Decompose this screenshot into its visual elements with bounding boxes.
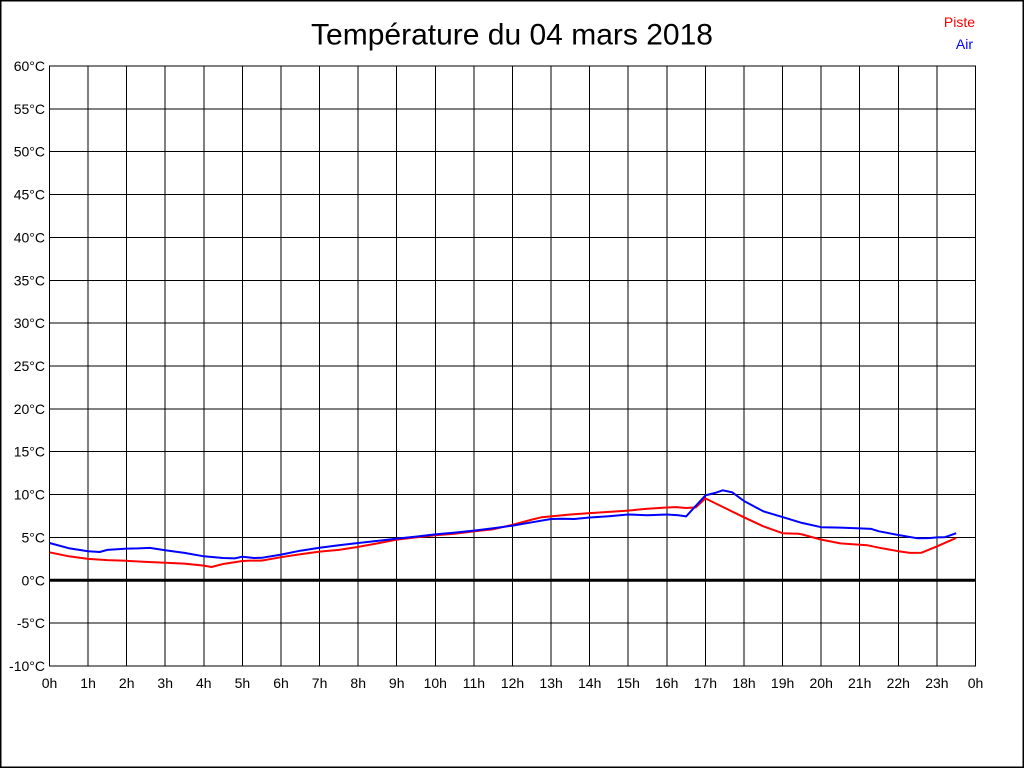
svg-text:0°C: 0°C <box>22 572 46 588</box>
svg-text:50°C: 50°C <box>14 144 45 160</box>
svg-text:13h: 13h <box>539 675 562 691</box>
svg-text:10h: 10h <box>424 675 447 691</box>
svg-text:2h: 2h <box>119 675 135 691</box>
svg-text:9h: 9h <box>389 675 405 691</box>
svg-text:4h: 4h <box>196 675 212 691</box>
svg-text:0h: 0h <box>968 675 984 691</box>
svg-text:15h: 15h <box>617 675 640 691</box>
svg-text:35°C: 35°C <box>14 272 45 288</box>
svg-text:3h: 3h <box>157 675 173 691</box>
svg-text:-5°C: -5°C <box>17 615 45 631</box>
svg-text:5°C: 5°C <box>22 529 46 545</box>
svg-text:Piste: Piste <box>944 14 975 30</box>
svg-text:Air: Air <box>956 36 973 52</box>
svg-text:-10°C: -10°C <box>9 658 45 674</box>
svg-text:45°C: 45°C <box>14 187 45 203</box>
svg-text:6h: 6h <box>273 675 289 691</box>
svg-text:55°C: 55°C <box>14 101 45 117</box>
svg-text:25°C: 25°C <box>14 358 45 374</box>
svg-text:20°C: 20°C <box>14 401 45 417</box>
svg-text:22h: 22h <box>887 675 910 691</box>
svg-text:40°C: 40°C <box>14 229 45 245</box>
svg-text:12h: 12h <box>501 675 524 691</box>
svg-text:17h: 17h <box>694 675 717 691</box>
svg-text:18h: 18h <box>732 675 755 691</box>
svg-text:60°C: 60°C <box>14 58 45 74</box>
svg-text:16h: 16h <box>655 675 678 691</box>
svg-text:7h: 7h <box>312 675 328 691</box>
svg-text:0h: 0h <box>42 675 58 691</box>
svg-text:11h: 11h <box>463 675 485 691</box>
svg-text:30°C: 30°C <box>14 315 45 331</box>
svg-text:15°C: 15°C <box>14 444 45 460</box>
svg-text:Température du 04 mars 2018: Température du 04 mars 2018 <box>311 19 713 52</box>
svg-text:14h: 14h <box>578 675 601 691</box>
svg-text:5h: 5h <box>235 675 251 691</box>
svg-text:1h: 1h <box>80 675 96 691</box>
svg-text:8h: 8h <box>350 675 366 691</box>
svg-text:19h: 19h <box>771 675 794 691</box>
svg-text:23h: 23h <box>925 675 948 691</box>
svg-text:10°C: 10°C <box>14 487 45 503</box>
svg-text:21h: 21h <box>848 675 871 691</box>
svg-text:20h: 20h <box>810 675 833 691</box>
